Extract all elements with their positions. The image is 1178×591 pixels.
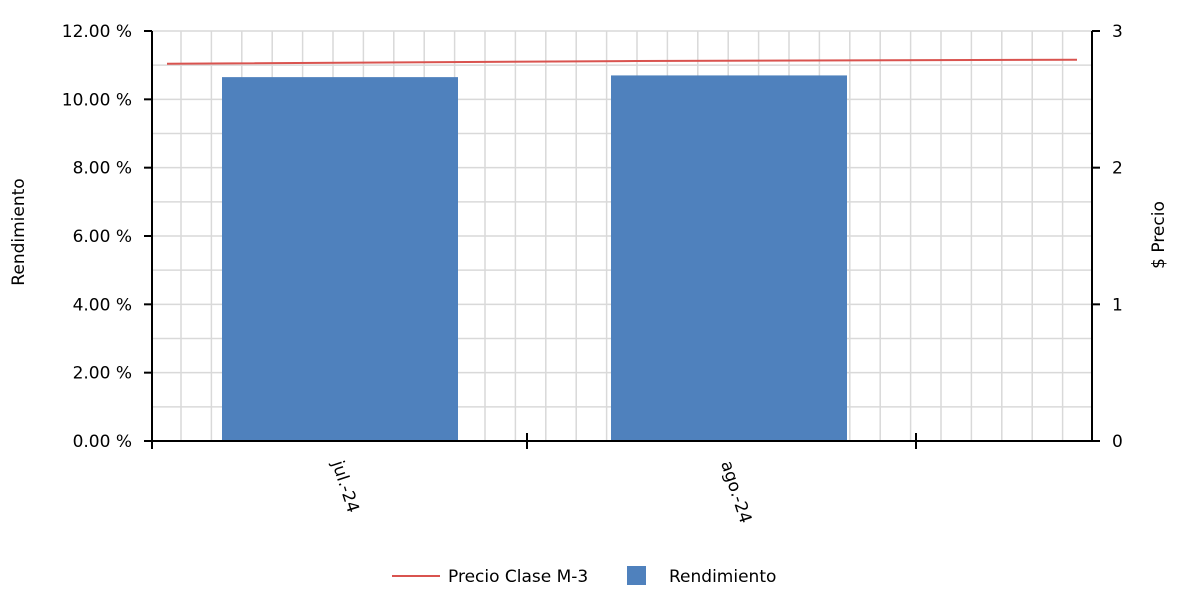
legend-swatch-rendimiento <box>627 566 646 585</box>
x-tick-label: ago.-24 <box>716 458 755 526</box>
left-tick-label: 0.00 % <box>73 432 132 452</box>
left-tick-label: 12.00 % <box>62 22 132 42</box>
line-series-precio-clase-m3 <box>166 58 1078 65</box>
axes <box>151 31 1093 449</box>
left-tick-label: 8.00 % <box>73 159 132 179</box>
left-tick-label: 6.00 % <box>73 227 132 247</box>
right-tick-label: 1 <box>1112 295 1123 315</box>
legend: Precio Clase M-3 Rendimiento <box>392 566 776 587</box>
bar-jul-24 <box>222 77 458 441</box>
left-tick-label: 4.00 % <box>73 295 132 315</box>
right-axis-title: $ Precio <box>1149 201 1169 269</box>
right-tick-label: 3 <box>1112 22 1123 42</box>
bar-series-rendimiento <box>222 75 847 442</box>
right-tick-label: 2 <box>1112 159 1123 179</box>
right-axis-ticks: 0 1 2 3 <box>1092 22 1123 452</box>
left-tick-label: 10.00 % <box>62 90 132 110</box>
left-axis-title: Rendimiento <box>9 178 29 285</box>
legend-label-rendimiento: Rendimiento <box>669 567 776 587</box>
x-axis-ticks: jul.-24 ago.-24 <box>327 433 917 526</box>
x-tick-label: jul.-24 <box>327 457 363 515</box>
right-tick-label: 0 <box>1112 432 1123 452</box>
left-tick-label: 2.00 % <box>73 364 132 384</box>
left-axis-ticks: 0.00 % 2.00 % 4.00 % 6.00 % 8.00 % 10.00 % 12.… <box>62 22 152 452</box>
bar-ago-24 <box>611 75 847 442</box>
legend-label-precio-clase-m3: Precio Clase M-3 <box>448 567 588 587</box>
